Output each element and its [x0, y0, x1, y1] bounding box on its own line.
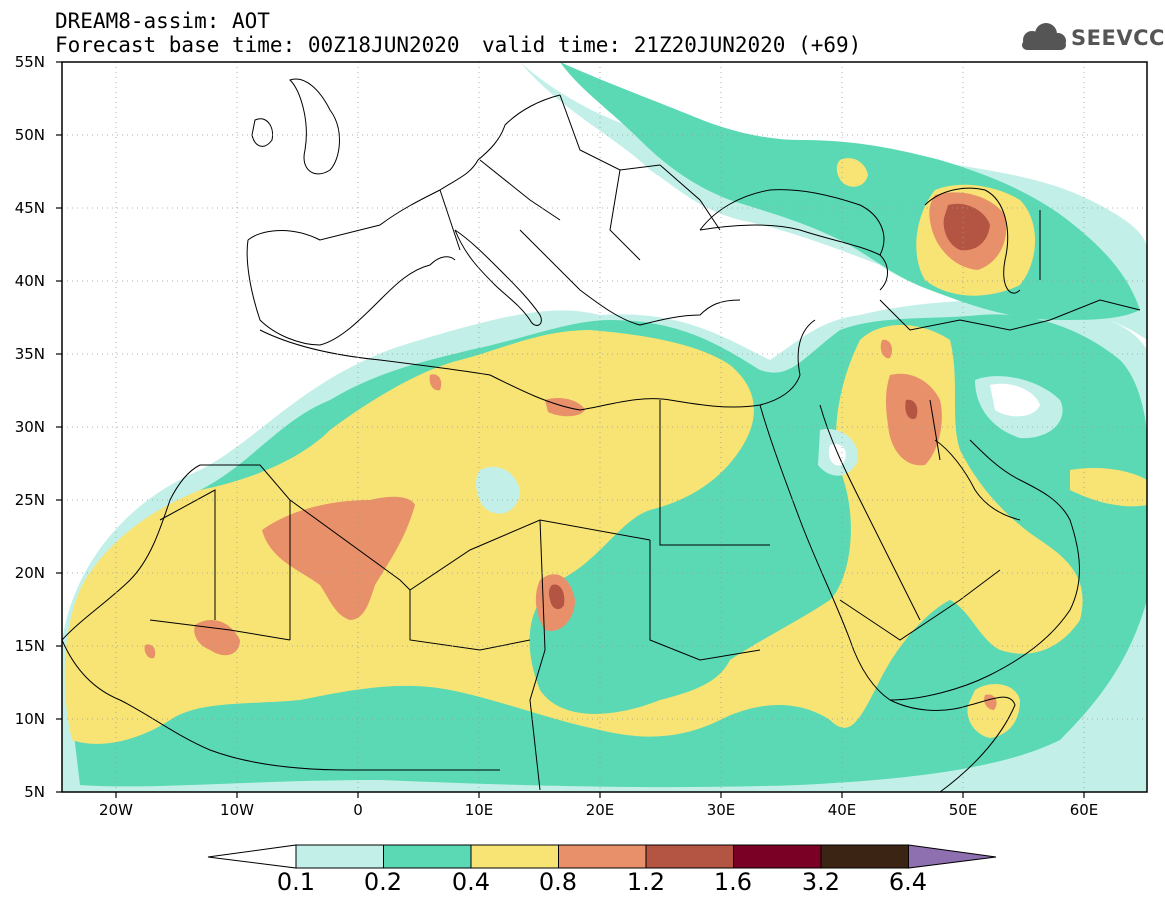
coastlines-and-borders [62, 78, 1141, 792]
colorbar-over-arrow [908, 844, 997, 869]
colorbar-label: 3.2 [801, 868, 841, 896]
aot-layer-1.2 [548, 203, 990, 610]
lon-tick-label: 20E [585, 801, 615, 819]
lat-tick-label: 5N [24, 783, 45, 801]
colorbar-bin-3 [470, 844, 559, 869]
colorbar-label: 6.4 [888, 868, 928, 896]
colorbar-bin-6 [733, 844, 822, 869]
colorbar-under-arrow [207, 844, 297, 869]
lat-tick-label: 10N [14, 710, 45, 728]
lat-tick-label: 45N [14, 199, 45, 217]
lon-tick-label: 10W [220, 801, 254, 819]
colorbar-label: 0.2 [363, 868, 403, 896]
model-title: DREAM8-assim: AOT [55, 9, 270, 33]
colorbar-label: 1.6 [713, 868, 753, 896]
lat-tick-label: 40N [14, 272, 45, 290]
colorbar-label: 0.4 [451, 868, 491, 896]
colorbar-label: 0.8 [538, 868, 578, 896]
lon-tick-label: 20W [99, 801, 133, 819]
lat-tick-label: 20N [14, 564, 45, 582]
valid-time: valid time: 21Z20JUN2020 (+69) [482, 33, 862, 57]
lon-tick-label: 30E [706, 801, 736, 819]
lat-tick-label: 25N [14, 491, 45, 509]
lat-tick-label: 15N [14, 637, 45, 655]
lon-tick-label: 50E [948, 801, 978, 819]
aot-layer-0.4 [64, 158, 1147, 744]
graticule [62, 62, 1147, 792]
colorbar-bin-1 [295, 844, 384, 869]
lat-tick-label: 35N [14, 345, 45, 363]
seevccc-logo-cloud-icon [1022, 23, 1066, 50]
lat-tick-label: 50N [14, 126, 45, 144]
colorbar-label: 0.1 [276, 868, 316, 896]
lat-tick-label: 55N [14, 53, 45, 71]
aot-clear-pockets [828, 383, 1040, 466]
colorbar-bin-5 [645, 844, 734, 869]
colorbar [207, 844, 997, 869]
colorbar-label: 1.2 [626, 868, 666, 896]
lon-tick-label: 40E [827, 801, 857, 819]
forecast-base-time: Forecast base time: 00Z18JUN2020 [55, 33, 460, 57]
lon-tick-label: 0 [353, 801, 363, 819]
colorbar-bin-7 [820, 844, 909, 869]
lon-tick-label: 10E [464, 801, 494, 819]
axis-ticks [56, 61, 1085, 798]
colorbar-bin-2 [383, 844, 472, 869]
colorbar-bin-4 [558, 844, 647, 869]
lon-tick-label: 60E [1069, 801, 1099, 819]
logo-text: SEEVCCC [1071, 26, 1165, 50]
lat-tick-label: 30N [14, 418, 45, 436]
